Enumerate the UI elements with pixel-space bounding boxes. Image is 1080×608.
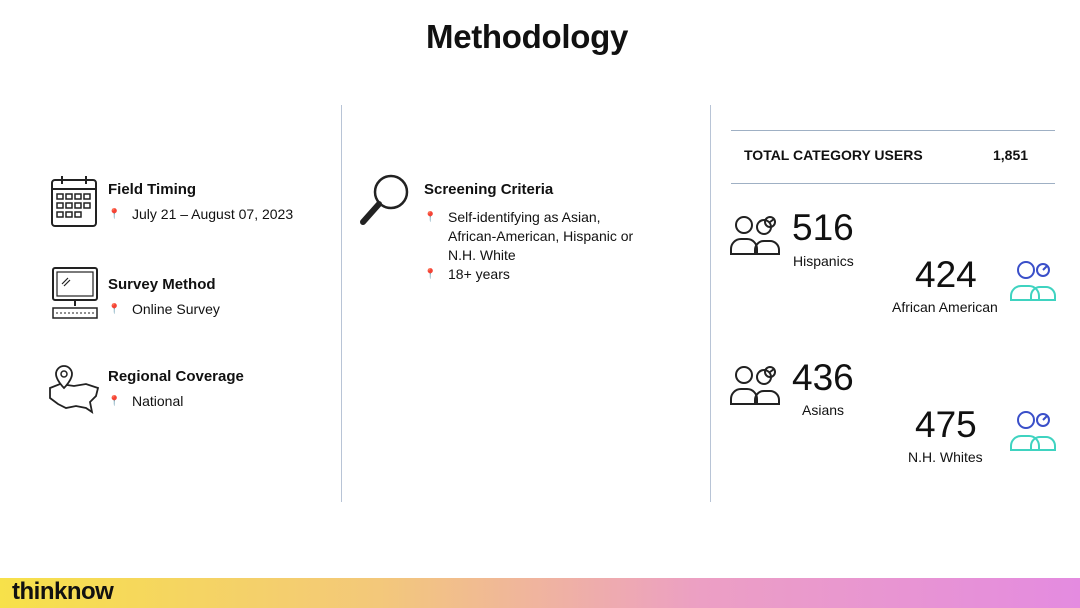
field-timing-bullet: 📍 July 21 – August 07, 2023 [108, 205, 293, 224]
divider-left [341, 105, 342, 502]
total-rule-top [731, 130, 1055, 131]
pin-icon: 📍 [108, 304, 121, 315]
regional-coverage-title: Regional Coverage [108, 368, 244, 385]
brand-logo: thinknow [12, 578, 114, 605]
nh-whites-label: N.H. Whites [908, 449, 983, 465]
regional-coverage-value: National [132, 393, 184, 409]
pin-icon: 📍 [424, 269, 437, 280]
survey-method-title: Survey Method [108, 276, 216, 293]
page-title: Methodology [426, 18, 628, 55]
screening-bullet-text: 18+ years [448, 266, 510, 282]
survey-method-bullet: 📍 Online Survey [108, 300, 220, 319]
total-label: TOTAL CATEGORY USERS [744, 147, 923, 163]
asians-label: Asians [802, 402, 845, 418]
total-value: 1,851 [993, 147, 1029, 163]
people-icon [728, 362, 784, 413]
people-icon [728, 212, 784, 263]
people-icon [1006, 408, 1062, 459]
screening-bullet-2: 📍 18+ years [424, 265, 510, 284]
african-american-count: 424 [915, 254, 977, 295]
total-rule-bottom [731, 183, 1055, 184]
regional-coverage-bullet: 📍 National [108, 392, 183, 411]
field-timing-title: Field Timing [108, 181, 197, 198]
screening-criteria-title: Screening Criteria [424, 181, 554, 198]
pin-icon: 📍 [108, 209, 121, 220]
divider-right [710, 105, 711, 502]
computer-icon [50, 266, 100, 327]
asians-count: 436 [792, 357, 854, 398]
footer-gradient-bar [0, 578, 1080, 608]
pin-icon: 📍 [424, 212, 437, 223]
african-american-label: African American [892, 299, 998, 315]
hispanics-label: Hispanics [793, 253, 854, 269]
field-timing-value: July 21 – August 07, 2023 [132, 206, 294, 222]
nh-whites-count: 475 [915, 404, 977, 445]
pin-icon: 📍 [108, 396, 121, 407]
magnifier-icon [358, 172, 414, 233]
map-pin-icon [46, 362, 102, 421]
hispanics-count: 516 [792, 207, 854, 248]
people-icon [1006, 258, 1062, 309]
screening-bullet-text: Self-identifying as Asian, African-Ameri… [448, 209, 634, 263]
screening-bullet-1: 📍 Self-identifying as Asian, African-Ame… [424, 208, 674, 265]
survey-method-value: Online Survey [132, 301, 220, 317]
calendar-icon [50, 174, 98, 233]
